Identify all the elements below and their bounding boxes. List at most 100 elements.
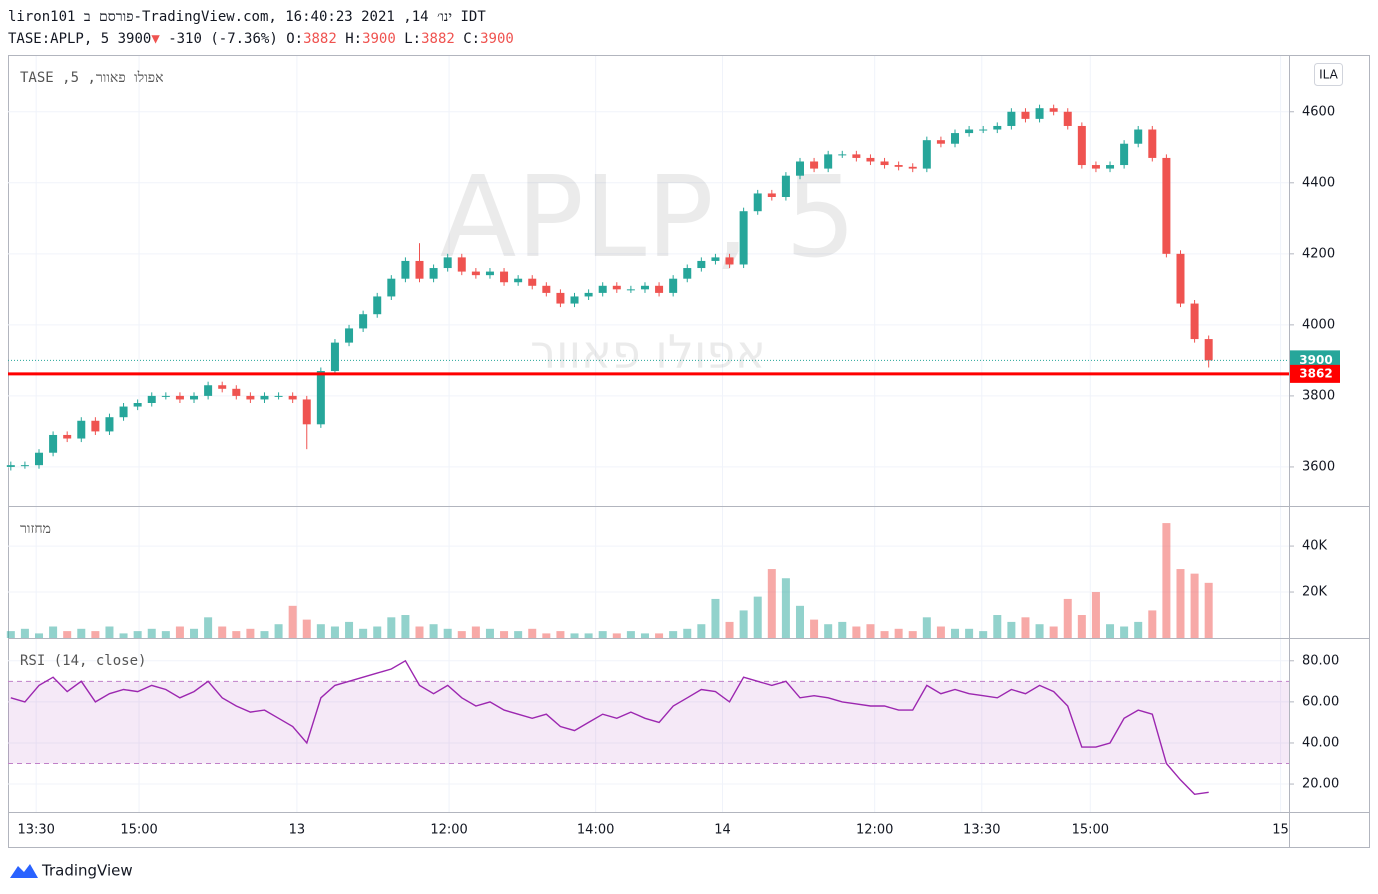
y-tick-label: 40K — [1302, 539, 1328, 554]
volume-bar — [302, 619, 311, 638]
volume-bar — [35, 633, 44, 638]
volume-bar — [359, 628, 368, 638]
volume-bar — [316, 624, 325, 638]
volume-bar — [49, 626, 58, 638]
candle-body — [246, 395, 255, 400]
volume-bar — [979, 631, 988, 638]
candle-body — [683, 268, 692, 279]
y-tick-label: 4200 — [1302, 246, 1335, 261]
candle-body — [457, 257, 466, 272]
watermark: APLP, 5 — [440, 153, 857, 283]
x-tick-label: 15:00 — [120, 823, 157, 838]
candle-body — [302, 399, 311, 425]
volume-bar — [838, 621, 847, 638]
volume-bar — [119, 633, 128, 638]
candle-body — [979, 129, 988, 131]
volume-bar — [993, 615, 1002, 638]
candle-body — [767, 193, 776, 198]
volume-bar — [330, 626, 339, 638]
candle-body — [542, 285, 551, 293]
candle-body — [1106, 165, 1115, 169]
candle-body — [1190, 303, 1199, 340]
candle-body — [697, 260, 706, 269]
volume-bar — [1077, 615, 1086, 638]
y-tick-label: 3600 — [1302, 459, 1335, 474]
candle-body — [20, 465, 29, 467]
volume-bar — [612, 633, 621, 638]
volume-bar — [77, 628, 86, 638]
volume-bar — [866, 624, 875, 638]
x-tick-label: 15 — [1272, 823, 1289, 838]
y-tick-label: 3800 — [1302, 388, 1335, 403]
volume-bar — [190, 628, 199, 638]
volume-bar — [1049, 626, 1058, 638]
logo: TradingView — [10, 862, 133, 880]
y-tick-label: 80.00 — [1302, 653, 1339, 668]
candle-body — [485, 271, 494, 276]
volume-bar — [471, 626, 480, 638]
symbol: TASE:APLP, 5 — [8, 31, 110, 47]
candle-body — [1063, 111, 1072, 126]
volume-bar — [401, 615, 410, 638]
header: liron101 פורסם ב-TradingView.com, ינו׳ 1… — [8, 6, 514, 50]
candle-body — [105, 417, 114, 432]
candle-body — [288, 395, 297, 400]
chart-frame — [8, 55, 1370, 848]
pane-title: אפולו פאוור, 5, TASE — [20, 70, 164, 86]
logo-icon — [10, 864, 38, 878]
volume-bar — [584, 633, 593, 638]
pane-title: מחזור — [20, 521, 51, 537]
candle-body — [91, 420, 100, 432]
candle-body — [753, 193, 762, 212]
candle-body — [1120, 143, 1129, 166]
volume-bar — [598, 631, 607, 638]
candle-body — [471, 271, 480, 276]
volume-bar — [161, 631, 170, 638]
candle-body — [993, 125, 1002, 130]
volume-bar — [669, 631, 678, 638]
last-price-label: 3900 — [1299, 353, 1332, 367]
candle-body — [894, 165, 903, 167]
y-tick-label: 20K — [1302, 585, 1328, 600]
candle-body — [669, 278, 678, 293]
change: -310 (-7.36%) — [168, 31, 278, 47]
candle-body — [401, 260, 410, 279]
candle-body — [1148, 129, 1157, 158]
volume-bar — [133, 631, 142, 638]
volume-bar — [725, 621, 734, 638]
y-tick-label: 4400 — [1302, 175, 1335, 190]
currency-button[interactable] — [1314, 63, 1343, 86]
candle-body — [570, 296, 579, 304]
y-tick-label: 60.00 — [1302, 694, 1339, 709]
volume-bar — [936, 626, 945, 638]
volume-bar — [274, 624, 283, 638]
ohlc-value: 3882 — [421, 31, 455, 47]
volume-bar — [429, 624, 438, 638]
candle-body — [161, 395, 170, 397]
candle-body — [443, 257, 452, 269]
volume-bar — [922, 617, 931, 638]
candle-body — [739, 211, 748, 265]
volume-bar — [457, 631, 466, 638]
candle-body — [119, 406, 128, 418]
volume-bar — [443, 628, 452, 638]
candle-body — [133, 403, 142, 407]
candle-body — [373, 296, 382, 315]
volume-bar — [1063, 598, 1072, 638]
x-tick-label: 13:30 — [963, 823, 1000, 838]
volume-bar — [1106, 624, 1115, 638]
x-tick-label: 14 — [714, 823, 731, 838]
down-arrow: ▼ — [151, 31, 160, 47]
volume-bar — [175, 626, 184, 638]
ohlc-label: H: — [345, 31, 363, 47]
candle-body — [626, 289, 635, 291]
volume-bar — [415, 626, 424, 638]
volume-bar — [1120, 626, 1129, 638]
candle-body — [556, 292, 565, 304]
volume-bar — [824, 624, 833, 638]
volume-bar — [767, 569, 776, 638]
volume-bar — [105, 626, 114, 638]
volume-bar — [908, 631, 917, 638]
candle-body — [1176, 253, 1185, 304]
